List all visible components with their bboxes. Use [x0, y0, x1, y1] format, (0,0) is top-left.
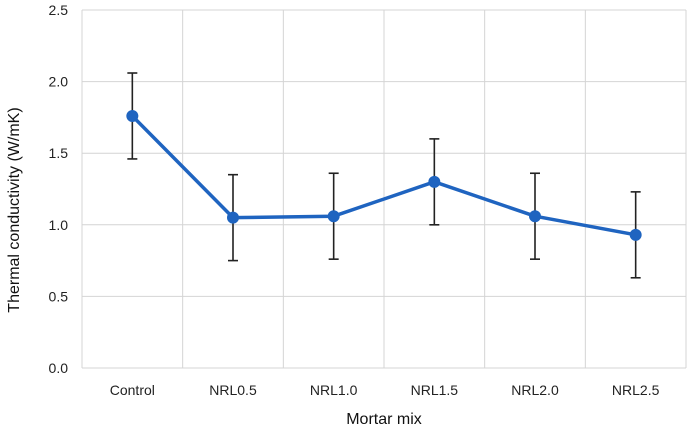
x-tick-label: NRL2.5	[612, 382, 660, 398]
y-tick-label: 0.5	[49, 288, 69, 304]
y-tick-label: 2.0	[49, 74, 69, 90]
data-point	[227, 211, 239, 224]
series-line-group	[131, 114, 636, 237]
data-point	[629, 228, 642, 241]
x-tick-label: NRL1.5	[411, 382, 459, 398]
data-point	[327, 210, 340, 223]
y-tick-label: 1.5	[49, 145, 69, 161]
x-tick-labels: Control NRL0.5 NRL1.0 NRL1.5 NRL2.0 NRL2.5	[110, 382, 660, 398]
series-line	[131, 114, 636, 237]
data-point	[529, 210, 541, 223]
data-points	[126, 109, 642, 241]
x-tick-label: NRL0.5	[209, 382, 257, 398]
y-tick-label: 0.0	[49, 360, 69, 376]
data-point	[126, 109, 139, 122]
x-axis-title: Mortar mix	[346, 411, 422, 428]
y-tick-label: 2.5	[49, 2, 69, 18]
grid	[81, 9, 687, 369]
x-tick-label: Control	[110, 382, 155, 398]
y-axis-title: Thermal conductivity (W/mK)	[6, 107, 23, 312]
data-point	[428, 175, 441, 188]
x-tick-label: NRL2.0	[511, 382, 559, 398]
y-tick-labels: 0.0 0.5 1.0 1.5 2.0 2.5	[49, 2, 69, 376]
x-tick-label: NRL1.0	[310, 382, 358, 398]
y-tick-label: 1.0	[49, 217, 69, 233]
